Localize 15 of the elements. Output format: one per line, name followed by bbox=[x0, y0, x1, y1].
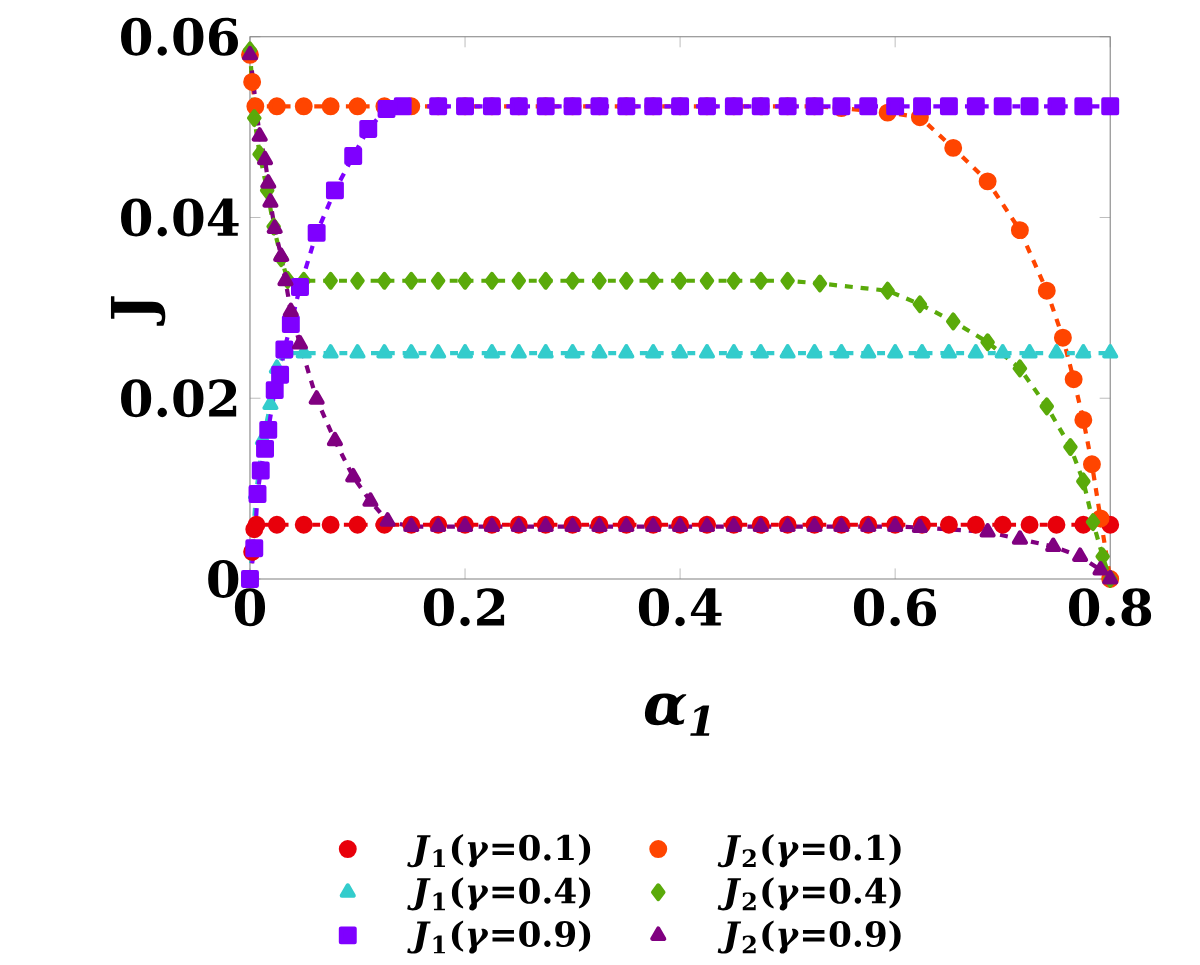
y-tick-label: 0.02 bbox=[121, 379, 237, 418]
legend-label: J$_{2}$(γ=0.4) bbox=[717, 877, 901, 911]
y-tick-label: 0.06 bbox=[121, 17, 238, 56]
y-tick-label: 0.04 bbox=[121, 198, 239, 237]
legend-label: J$_{1}$(γ=0.9) bbox=[407, 920, 591, 954]
legend-label: J$_{1}$(γ=0.1) bbox=[407, 834, 591, 868]
x-axis-title: α$_{1}$ bbox=[644, 693, 710, 736]
x-tick-label: 0.6 bbox=[853, 588, 937, 627]
legend-label: J$_{2}$(γ=0.1) bbox=[717, 834, 901, 868]
x-tick-label: 0.8 bbox=[1069, 588, 1152, 627]
x-tick-label: 0.4 bbox=[638, 588, 722, 627]
legend-label: J$_{1}$(γ=0.4) bbox=[407, 877, 591, 911]
x-tick-label: 0.2 bbox=[423, 588, 505, 627]
y-axis-title: J bbox=[110, 296, 166, 326]
legend-label: J$_{2}$(γ=0.9) bbox=[717, 920, 901, 954]
